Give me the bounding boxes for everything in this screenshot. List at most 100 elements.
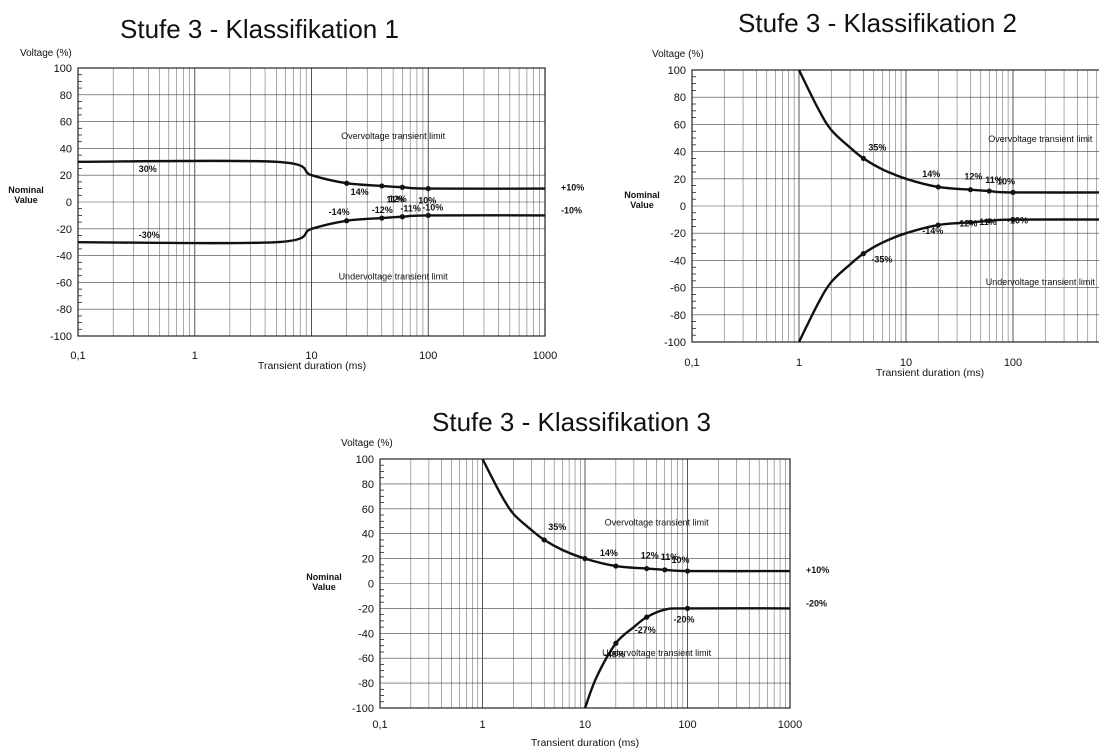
- chart-1-series-1-point: [344, 180, 350, 186]
- chart-2-value-annotation: -35%: [871, 255, 892, 265]
- chart-3-y-tick-label: 80: [362, 479, 374, 491]
- chart-1-plot-frame: [77, 67, 546, 337]
- chart-2-title: Stufe 3 - Klassifikation 2: [738, 8, 1017, 38]
- chart-3-y-tick-label: 20: [362, 554, 374, 566]
- chart-2-value-annotation: 11%: [985, 175, 1003, 185]
- chart-1-series-2-point: [425, 212, 431, 218]
- chart-2-value-annotation: -10%: [1007, 216, 1028, 226]
- chart-3-y-tick-label: 60: [362, 504, 374, 516]
- chart-3-y-tick-label: -20: [358, 603, 374, 615]
- chart-1-value-annotation: -12%: [372, 205, 393, 215]
- chart-1-series-1-point: [379, 183, 385, 189]
- chart-1-x-tick-label: 10: [305, 350, 317, 362]
- chart-2-y-tick-label: 80: [674, 92, 686, 104]
- chart-2-y-axis-label: Voltage (%): [652, 49, 704, 60]
- chart-1-value-label: Value: [14, 195, 38, 205]
- chart-3-series-2-point: [684, 605, 691, 612]
- chart-3-series-1-line: [481, 458, 791, 573]
- chart-2-value-annotation: -12%: [956, 218, 977, 228]
- chart-3-series-1-point: [582, 556, 588, 562]
- chart-1-overvoltage-label: Overvoltage transient limit: [341, 131, 446, 141]
- chart-3-nominal-label: Nominal: [306, 572, 342, 582]
- chart-2-overvoltage-label: Overvoltage transient limit: [988, 134, 1093, 144]
- chart-1-y-tick-label: -80: [56, 304, 72, 316]
- chart-3-value-annotation: 11%: [661, 552, 679, 562]
- chart-3-y-tick-label: -80: [358, 678, 374, 690]
- chart-1-value-annotation: -30%: [139, 230, 160, 240]
- chart-1-y-tick-label: 40: [60, 143, 72, 155]
- chart-2-series-2-point: [986, 218, 992, 224]
- chart-1-x-tick-label: 0,1: [70, 350, 85, 362]
- chart-2-y-tick-label: -20: [670, 228, 686, 240]
- chart-1-y-tick-label: -40: [56, 251, 72, 263]
- chart-1-y-tick-label: 100: [54, 63, 72, 75]
- chart-1-value-annotation: +10%: [561, 183, 584, 193]
- chart-2-value-annotation: 10%: [997, 176, 1015, 186]
- chart-2-y-tick-label: 60: [674, 119, 686, 131]
- chart-1-value-annotation: 12%: [389, 194, 407, 204]
- chart-2-series-1-point: [860, 155, 867, 161]
- chart-2-nominal-label: Nominal: [624, 190, 660, 200]
- chart-1-value-annotation: 11%: [386, 194, 404, 204]
- chart-2-y-tick-label: -60: [670, 283, 686, 295]
- chart-2-value-annotation: 14%: [922, 169, 940, 179]
- chart-3-y-tick-label: 100: [356, 454, 374, 466]
- chart-1-value-annotation: -11%: [400, 204, 421, 214]
- chart-3-x-tick-label: 100: [678, 719, 696, 731]
- chart-3-series-1-point: [662, 567, 668, 573]
- chart-3-series-2-point: [644, 614, 650, 620]
- chart-3-value-annotation: +10%: [806, 565, 829, 575]
- chart-1-value-annotation: 14%: [351, 187, 369, 197]
- chart-3-value-annotation: -48%: [604, 649, 625, 659]
- chart-1-value-annotation: -10%: [422, 202, 443, 212]
- chart-2-value-annotation: -14%: [922, 226, 943, 236]
- chart-3-series-2-point: [613, 640, 619, 646]
- chart-1-x-tick-label: 1000: [533, 350, 557, 362]
- chart-3-series-1-point: [613, 563, 619, 569]
- chart-1-y-tick-label: 20: [60, 170, 72, 182]
- chart-1-y-axis-label: Voltage (%): [20, 48, 72, 59]
- chart-2-x-axis-label: Transient duration (ms): [876, 367, 984, 379]
- chart-3-y-axis-label: Voltage (%): [341, 438, 393, 449]
- chart-2-y-tick-label: -40: [670, 255, 686, 267]
- chart-3-series-1-point: [684, 568, 691, 574]
- chart-3-y-tick-label: -100: [352, 703, 374, 715]
- chart-1-series-1-point: [425, 186, 431, 192]
- chart-2-series-1-point: [1010, 189, 1016, 195]
- chart-2-plot-frame: [691, 69, 1099, 343]
- chart-1-y-tick-label: 60: [60, 117, 72, 129]
- chart-1-undervoltage-label: Undervoltage transient limit: [339, 272, 449, 282]
- chart-2-x-tick-label: 100: [1004, 357, 1022, 369]
- chart-1-x-tick-label: 100: [419, 350, 437, 362]
- chart-3-value-annotation: -27%: [635, 625, 656, 635]
- chart-1-value-annotation: -14%: [329, 207, 350, 217]
- chart-3-x-tick-label: 1000: [778, 719, 802, 731]
- chart-3-value-annotation: -20%: [674, 614, 695, 624]
- chart-3-y-tick-label: -60: [358, 653, 374, 665]
- chart-3-title: Stufe 3 - Klassifikation 3: [432, 407, 711, 437]
- chart-2-value-annotation: 12%: [964, 172, 982, 182]
- chart-1-value-annotation: 10%: [418, 196, 436, 206]
- chart-1-y-tick-label: 80: [60, 90, 72, 102]
- chart-2-x-tick-label: 10: [900, 357, 912, 369]
- chart-2-y-tick-label: 40: [674, 147, 686, 159]
- chart-1-y-tick-label: 0: [66, 197, 72, 209]
- chart-1-series-1-point: [399, 184, 405, 190]
- chart-2-y-tick-label: -80: [670, 310, 686, 322]
- chart-2-series-2-point: [967, 219, 974, 225]
- chart-3-series-1-point: [644, 565, 650, 572]
- chart-1-value-annotation: 30%: [139, 164, 157, 174]
- chart-3-value-annotation: 35%: [548, 522, 566, 532]
- chart-3-undervoltage-label: Undervoltage transient limit: [602, 648, 712, 658]
- chart-2-series-1-line: [797, 69, 1099, 194]
- chart-3-value-annotation: 14%: [600, 548, 618, 558]
- chart-2-value-annotation: 35%: [868, 142, 886, 152]
- chart-3-x-tick-label: 1: [479, 719, 485, 731]
- chart-3-value-annotation: 12%: [641, 551, 659, 561]
- chart-1-series-2-point: [344, 218, 350, 224]
- chart-1-y-tick-label: -20: [56, 224, 72, 236]
- chart-3-series-1-point: [541, 537, 547, 543]
